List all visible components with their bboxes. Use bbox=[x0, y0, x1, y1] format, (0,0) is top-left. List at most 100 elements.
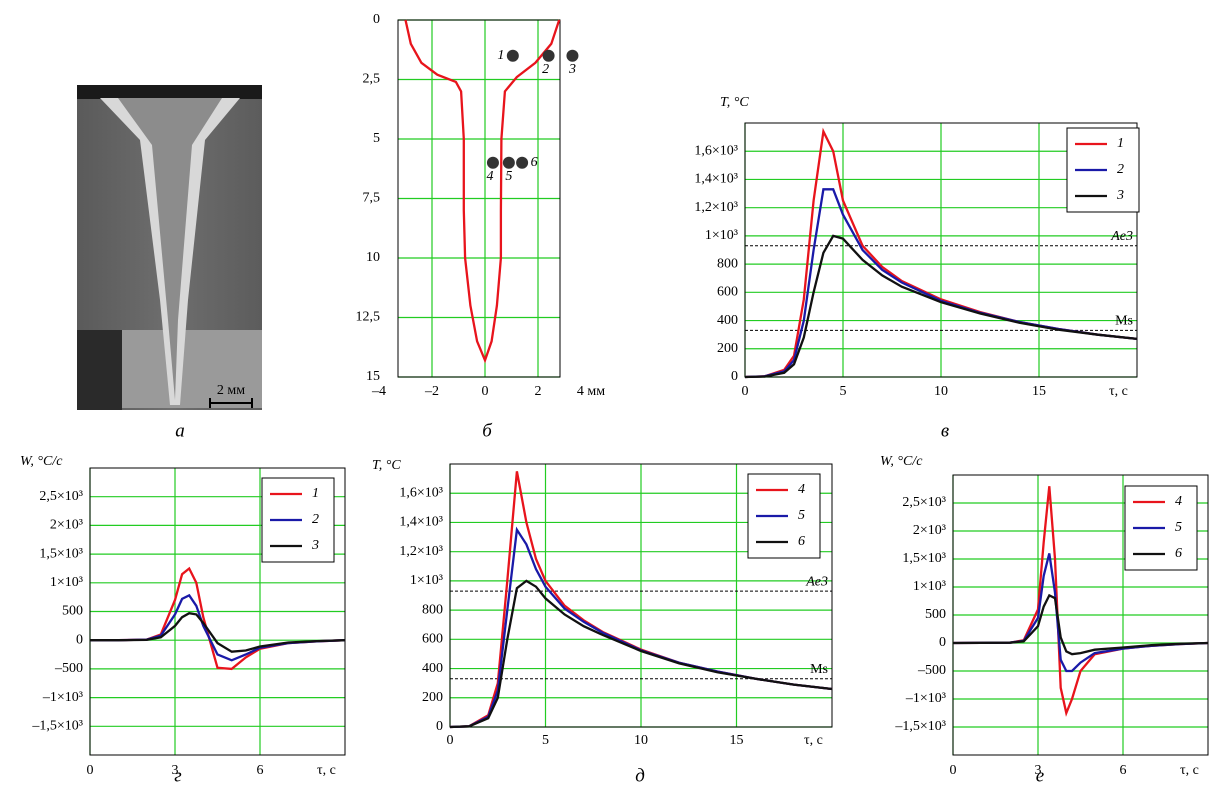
point bbox=[486, 156, 499, 169]
y-tick-label: 500 bbox=[62, 604, 83, 619]
y-tick-label: 0 bbox=[939, 635, 946, 650]
x-axis-label: τ, с bbox=[1109, 384, 1128, 399]
y-axis-label: W, °C/с bbox=[880, 454, 923, 469]
x-tick-label: 10 bbox=[634, 733, 648, 748]
x-axis-label: τ, с bbox=[804, 733, 823, 748]
y-tick-label: 1×10³ bbox=[705, 228, 738, 243]
x-tick-label: 10 bbox=[934, 384, 948, 399]
point bbox=[506, 49, 519, 62]
reference-label: Ae3 bbox=[1110, 229, 1133, 244]
legend-label: 3 bbox=[311, 538, 319, 553]
y-tick-label: 2×10³ bbox=[50, 518, 83, 533]
y-tick-label: 2,5×10³ bbox=[39, 489, 83, 504]
y-tick-label: 15 bbox=[366, 369, 380, 384]
point-label: 6 bbox=[531, 155, 538, 170]
legend-label: 5 bbox=[1175, 520, 1182, 535]
y-tick-label: 10 bbox=[366, 250, 380, 265]
data-line bbox=[449, 579, 833, 729]
legend-label: 1 bbox=[312, 486, 319, 501]
point bbox=[516, 156, 529, 169]
y-tick-label: 0 bbox=[436, 719, 443, 734]
y-tick-label: 2,5 bbox=[363, 72, 381, 87]
legend-label: 4 bbox=[1175, 494, 1182, 509]
legend-label: 5 bbox=[798, 508, 805, 523]
x-tick-label: 4 мм bbox=[577, 384, 605, 399]
x-tick-label: 5 bbox=[542, 733, 549, 748]
y-tick-label: 800 bbox=[422, 602, 443, 617]
point bbox=[502, 156, 515, 169]
x-tick-label: 15 bbox=[730, 733, 744, 748]
scale-label: 2 мм bbox=[217, 383, 245, 398]
y-tick-label: 1×10³ bbox=[913, 579, 946, 594]
point-label: 1 bbox=[497, 48, 504, 63]
chart: –1,5×10³ –1×10³ –500 0 500 1×10³ 1,5×10³ 2×10³ 2… bbox=[20, 454, 346, 785]
plot-border bbox=[952, 474, 1209, 756]
legend-label: 2 bbox=[1117, 162, 1124, 177]
chart: –1,5×10³ –1×10³ –500 0 500 1×10³ 1,5×10³ 2×10³ 2… bbox=[880, 454, 1209, 785]
y-tick-label: 2×10³ bbox=[913, 523, 946, 538]
caption: г bbox=[174, 765, 181, 785]
y-tick-label: 1,5×10³ bbox=[902, 551, 946, 566]
y-tick-label: –500 bbox=[54, 661, 83, 676]
x-tick-label: 0 bbox=[742, 384, 749, 399]
y-tick-label: 1,2×10³ bbox=[399, 544, 443, 559]
point-label: 3 bbox=[568, 62, 576, 77]
y-tick-label: 0 bbox=[76, 632, 83, 647]
chart: 0 200 400 600 800 1×10³ 1,2×10³ 1,4×10³ 1,6×10³ 0… bbox=[372, 458, 833, 785]
legend-label: 6 bbox=[798, 534, 805, 549]
x-tick-label: 3 bbox=[172, 763, 179, 778]
y-tick-label: 12,5 bbox=[356, 310, 381, 325]
legend-label: 6 bbox=[1175, 546, 1182, 561]
x-tick-label: 15 bbox=[1032, 384, 1046, 399]
reference-label: Ms bbox=[810, 662, 828, 677]
x-tick-label: –2 bbox=[424, 384, 439, 399]
y-tick-label: 600 bbox=[717, 285, 738, 300]
data-line bbox=[744, 234, 1138, 379]
y-axis-label: T, °C bbox=[720, 95, 749, 110]
chart: 0 200 400 600 800 1×10³ 1,2×10³ 1,4×10³ 1,6×10³ 0… bbox=[694, 95, 1140, 441]
y-tick-label: 1,6×10³ bbox=[694, 143, 738, 158]
plot-border bbox=[397, 19, 561, 378]
legend-label: 1 bbox=[1117, 136, 1124, 151]
y-tick-label: 1,5×10³ bbox=[39, 546, 83, 561]
y-tick-label: 1×10³ bbox=[410, 573, 443, 588]
point bbox=[542, 49, 555, 62]
y-tick-label: 600 bbox=[422, 632, 443, 647]
point-label: 5 bbox=[505, 169, 512, 184]
x-tick-label: 0 bbox=[447, 733, 454, 748]
y-tick-label: 5 bbox=[373, 131, 380, 146]
x-tick-label: 0 bbox=[482, 384, 489, 399]
y-tick-label: 400 bbox=[422, 661, 443, 676]
legend-label: 4 bbox=[798, 482, 805, 497]
y-tick-label: –500 bbox=[917, 663, 946, 678]
x-axis-label: τ, с bbox=[1180, 763, 1199, 778]
data-line bbox=[90, 611, 346, 653]
y-tick-label: 500 bbox=[925, 607, 946, 622]
y-axis-label: T, °C bbox=[372, 458, 401, 473]
y-tick-label: –1×10³ bbox=[42, 690, 83, 705]
plot-border bbox=[449, 463, 833, 728]
y-tick-label: 400 bbox=[717, 313, 738, 328]
x-tick-label: 6 bbox=[257, 763, 264, 778]
point-label: 4 bbox=[486, 169, 493, 184]
y-tick-label: 1,2×10³ bbox=[694, 200, 738, 215]
caption: б bbox=[482, 420, 493, 441]
caption: д bbox=[635, 765, 645, 785]
y-axis-label: W, °C/с bbox=[20, 454, 63, 469]
caption: в bbox=[941, 420, 949, 441]
data-line bbox=[404, 19, 561, 364]
reference-label: Ae3 bbox=[805, 574, 828, 589]
x-axis-label: τ, с bbox=[317, 763, 336, 778]
x-tick-label: –4 bbox=[371, 384, 386, 399]
y-tick-label: 800 bbox=[717, 256, 738, 271]
plot-border bbox=[744, 122, 1138, 378]
legend-label: 3 bbox=[1116, 188, 1124, 203]
caption: е bbox=[1036, 765, 1044, 785]
y-tick-label: 7,5 bbox=[363, 191, 381, 206]
x-tick-label: 3 bbox=[1035, 763, 1042, 778]
reference-label: Ms bbox=[1115, 314, 1133, 329]
y-tick-label: –1,5×10³ bbox=[894, 719, 946, 734]
y-tick-label: 200 bbox=[717, 341, 738, 356]
x-tick-label: 6 bbox=[1120, 763, 1127, 778]
